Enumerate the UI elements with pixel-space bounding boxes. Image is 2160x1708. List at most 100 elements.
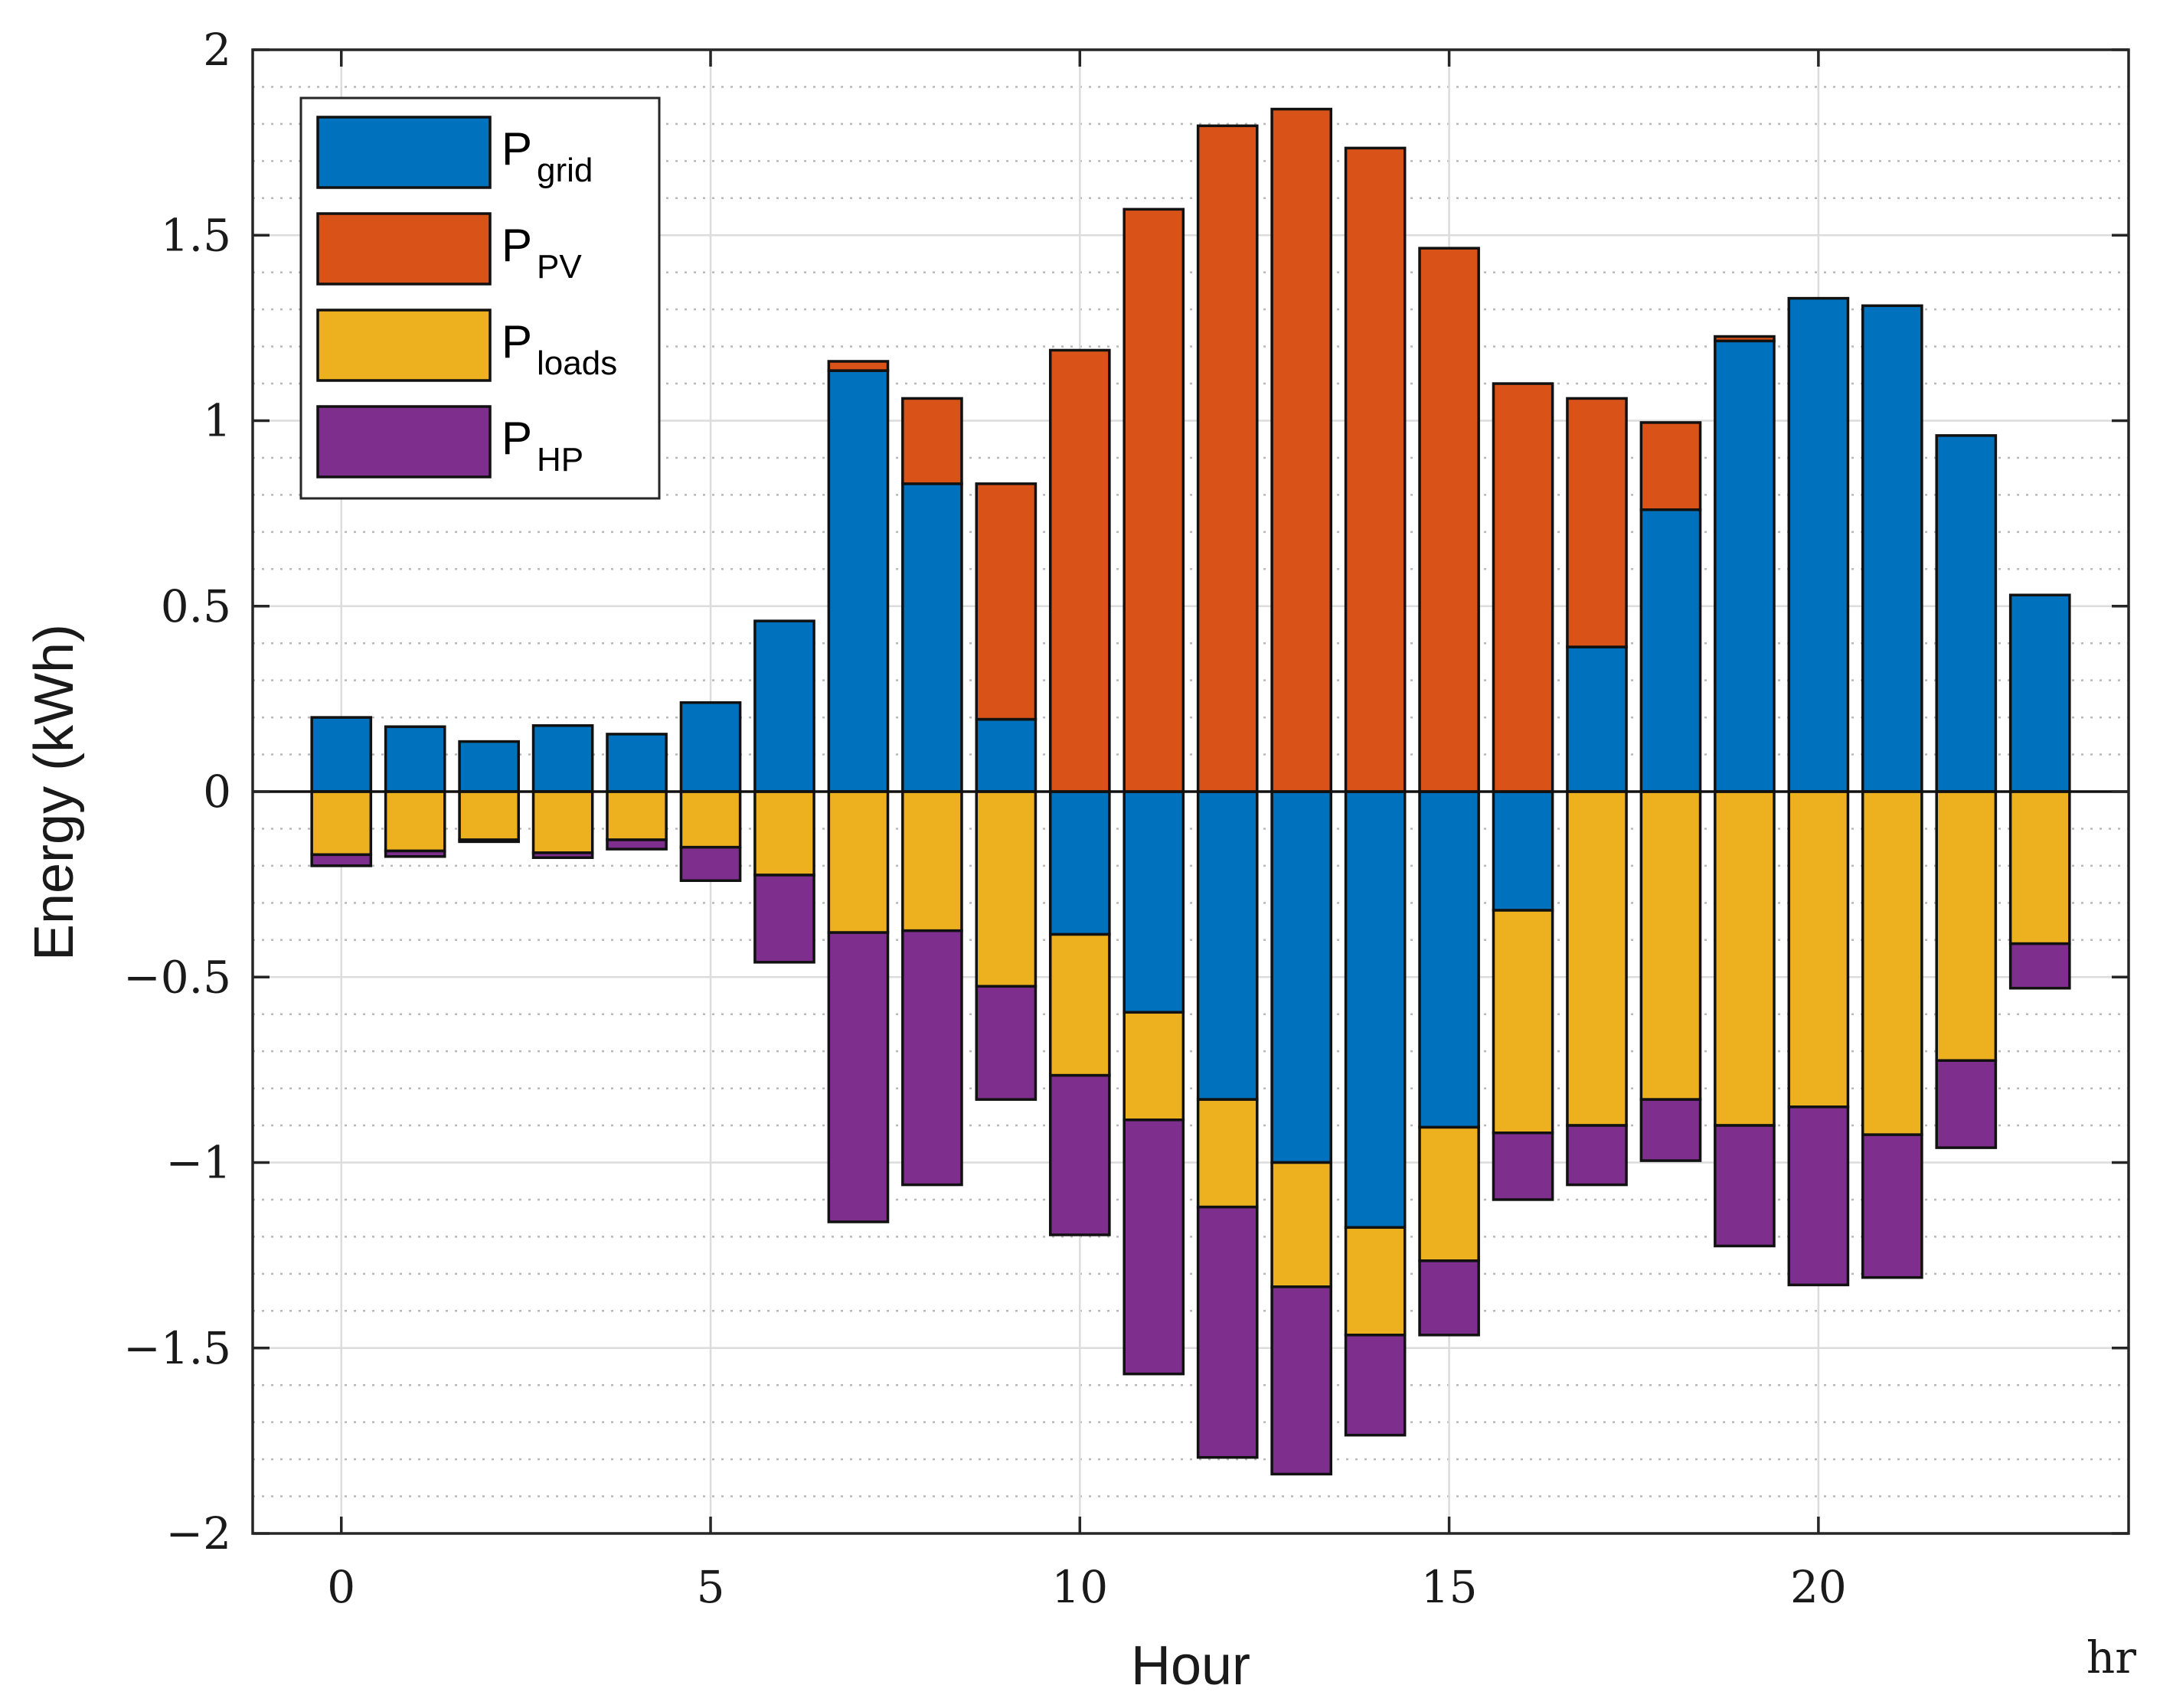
bar-p-hp-hour-16 xyxy=(1492,1131,1554,1201)
y-tick-label: −2 xyxy=(166,1507,232,1559)
bar-p-grid-hour-15 xyxy=(1418,790,1480,1129)
bar-p-loads-hour-7 xyxy=(827,790,890,934)
bar-p-loads-hour-5 xyxy=(679,790,742,849)
bar-p-hp-hour-21 xyxy=(1861,1133,1923,1279)
bar-p-pv-hour-10 xyxy=(1048,348,1111,793)
bar-p-loads-hour-4 xyxy=(606,790,668,841)
legend-swatch-p-pv xyxy=(316,212,492,286)
bar-p-loads-hour-9 xyxy=(975,790,1038,988)
bar-p-grid-hour-18 xyxy=(1639,508,1702,793)
bar-p-loads-hour-22 xyxy=(1935,790,1998,1063)
bar-p-loads-hour-16 xyxy=(1492,909,1554,1135)
bar-p-hp-hour-18 xyxy=(1639,1098,1702,1162)
legend-label-p-hp: P HP xyxy=(502,413,583,478)
bar-p-hp-hour-19 xyxy=(1714,1124,1776,1248)
bar-p-grid-hour-23 xyxy=(2008,593,2071,793)
bar-p-loads-hour-1 xyxy=(384,790,446,853)
bar-p-grid-hour-0 xyxy=(310,716,373,793)
bar-p-pv-hour-11 xyxy=(1122,207,1185,793)
legend-swatch-p-grid xyxy=(316,116,492,189)
bar-p-hp-hour-1 xyxy=(384,849,446,858)
legend-swatch-p-loads xyxy=(316,309,492,382)
bar-p-loads-hour-15 xyxy=(1418,1125,1480,1262)
bar-p-hp-hour-2 xyxy=(458,838,520,844)
bar-p-hp-hour-23 xyxy=(2008,942,2071,990)
bar-p-grid-hour-20 xyxy=(1787,296,1850,793)
bar-p-grid-hour-9 xyxy=(975,717,1038,793)
bar-p-pv-hour-16 xyxy=(1492,382,1554,793)
bar-p-loads-hour-21 xyxy=(1861,790,1923,1136)
bar-p-loads-hour-0 xyxy=(310,790,373,857)
axes-layer: −2−1.5−1−0.500.511.520 5 10 15 20 xyxy=(123,24,2130,1613)
bar-p-hp-hour-10 xyxy=(1048,1073,1111,1236)
bar-p-hp-hour-0 xyxy=(310,853,373,867)
y-tick-label: −1.5 xyxy=(123,1322,231,1374)
bar-p-hp-hour-9 xyxy=(975,985,1038,1101)
y-tick-label: −1 xyxy=(166,1137,232,1189)
bar-p-loads-hour-23 xyxy=(2008,790,2071,945)
legend-swatch-p-hp xyxy=(316,405,492,478)
bar-p-hp-hour-22 xyxy=(1935,1059,1998,1149)
bar-p-grid-hour-7 xyxy=(827,369,890,793)
bar-p-pv-hour-13 xyxy=(1270,107,1333,793)
bar-p-grid-hour-3 xyxy=(531,724,594,793)
bar-p-grid-hour-19 xyxy=(1714,339,1776,793)
bar-p-grid-hour-8 xyxy=(901,482,963,793)
bar-p-hp-hour-15 xyxy=(1418,1259,1480,1337)
bar-p-hp-hour-11 xyxy=(1122,1119,1185,1376)
bar-p-loads-hour-13 xyxy=(1270,1161,1333,1288)
bar-p-hp-hour-3 xyxy=(531,851,594,859)
bar-p-grid-hour-1 xyxy=(384,725,446,793)
bar-p-loads-hour-18 xyxy=(1639,790,1702,1101)
bar-p-grid-hour-4 xyxy=(606,733,668,793)
bar-p-grid-hour-12 xyxy=(1196,790,1259,1101)
bar-p-hp-hour-14 xyxy=(1344,1334,1407,1437)
x-tick-label: 5 xyxy=(697,1561,725,1613)
bar-p-grid-hour-6 xyxy=(753,619,815,793)
bar-p-loads-hour-11 xyxy=(1122,1011,1185,1122)
y-tick-label: 2 xyxy=(203,24,231,76)
bar-p-hp-hour-20 xyxy=(1787,1105,1850,1287)
bar-p-grid-hour-22 xyxy=(1935,434,1998,793)
bar-p-loads-hour-2 xyxy=(458,790,520,841)
bar-p-pv-hour-9 xyxy=(975,482,1038,721)
bar-p-grid-hour-11 xyxy=(1122,790,1185,1014)
bar-p-hp-hour-6 xyxy=(753,874,815,964)
bar-p-loads-hour-8 xyxy=(901,790,963,932)
y-tick-label: −0.5 xyxy=(123,951,231,1003)
bar-p-pv-hour-12 xyxy=(1196,124,1259,793)
bar-p-loads-hour-17 xyxy=(1566,790,1628,1127)
bar-p-grid-hour-10 xyxy=(1048,790,1111,936)
bar-p-loads-hour-20 xyxy=(1787,790,1850,1109)
bar-p-loads-hour-3 xyxy=(531,790,594,854)
x-tick-label: 0 xyxy=(327,1561,355,1613)
bar-p-pv-hour-17 xyxy=(1566,397,1628,648)
x-unit-label: hr xyxy=(2086,1631,2136,1684)
bar-p-grid-hour-16 xyxy=(1492,790,1554,912)
bar-p-hp-hour-13 xyxy=(1270,1285,1333,1476)
y-tick-label: 1.5 xyxy=(161,209,231,261)
bar-p-hp-hour-12 xyxy=(1196,1205,1259,1459)
bar-p-hp-hour-8 xyxy=(901,929,963,1187)
x-tick-label: 15 xyxy=(1421,1561,1478,1613)
y-tick-label: 0 xyxy=(203,766,231,818)
x-tick-label: 20 xyxy=(1790,1561,1847,1613)
bar-p-grid-hour-17 xyxy=(1566,645,1628,793)
y-tick-label: 0.5 xyxy=(161,580,231,632)
y-tick-label: 1 xyxy=(203,395,231,447)
bar-p-loads-hour-6 xyxy=(753,790,815,877)
bar-p-hp-hour-17 xyxy=(1566,1124,1628,1187)
bar-p-loads-hour-14 xyxy=(1344,1226,1407,1337)
y-axis-label: Energy (kWh) xyxy=(24,624,85,961)
bar-p-loads-hour-19 xyxy=(1714,790,1776,1127)
x-tick-label: 10 xyxy=(1051,1561,1108,1613)
bar-p-grid-hour-5 xyxy=(679,701,742,793)
bar-p-pv-hour-19 xyxy=(1714,335,1776,343)
bar-p-pv-hour-18 xyxy=(1639,421,1702,511)
bar-p-grid-hour-21 xyxy=(1861,304,1923,793)
bar-p-grid-hour-14 xyxy=(1344,790,1407,1230)
bar-p-pv-hour-8 xyxy=(901,397,963,485)
